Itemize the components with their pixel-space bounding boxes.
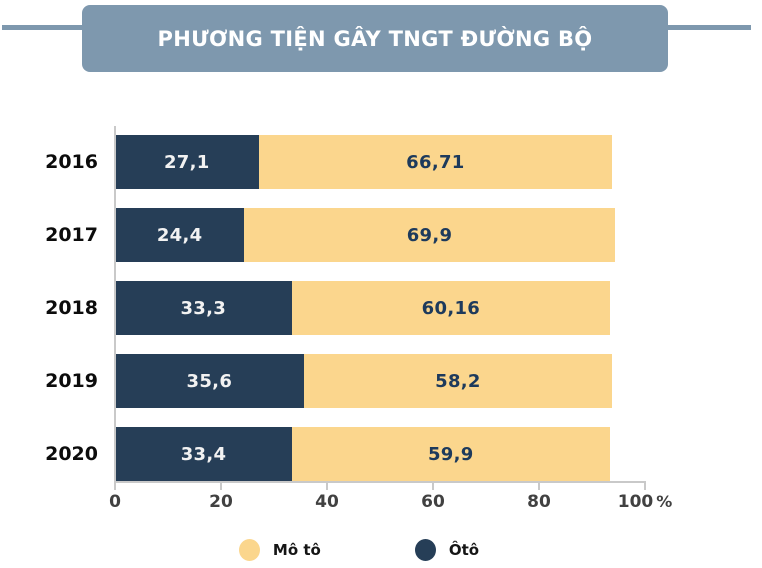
bar-segment-oto: 24,4 <box>115 208 245 262</box>
legend-item-oto: Ôtô <box>414 539 480 561</box>
x-axis-tick <box>326 481 328 490</box>
y-axis-line <box>114 126 116 482</box>
bar-value-label: 59,9 <box>427 443 474 465</box>
bar-row: 2020 33,4 59,9 <box>0 427 762 481</box>
year-label: 2019 <box>45 370 98 392</box>
bar-value-label: 35,6 <box>186 370 233 392</box>
x-axis-tick-label: 80 <box>527 492 551 512</box>
bar-segment-oto: 27,1 <box>115 135 259 189</box>
bar-value-label: 33,4 <box>180 443 227 465</box>
bar-segment-moto: 66,71 <box>258 135 613 189</box>
x-axis-tick <box>220 481 222 490</box>
legend-swatch-oto-icon <box>414 539 436 561</box>
x-axis-tick-label: 0 <box>109 492 121 512</box>
chart-title: PHƯƠNG TIỆN GÂY TNGT ĐƯỜNG BỘ <box>157 26 593 51</box>
title-banner: PHƯƠNG TIỆN GÂY TNGT ĐƯỜNG BỘ <box>82 5 668 72</box>
year-label: 2017 <box>45 224 98 246</box>
bar-value-label: 24,4 <box>156 224 203 246</box>
x-axis-tick-label: 100% <box>617 492 673 512</box>
legend: Mô tô Ôtô <box>0 539 740 561</box>
x-axis-unit: % <box>656 492 673 511</box>
bar-value-label: 58,2 <box>435 370 481 392</box>
x-axis-tick-label: 20 <box>209 492 233 512</box>
x-axis-tick-label: 40 <box>315 492 339 512</box>
bar-value-label: 33,3 <box>180 297 227 319</box>
legend-item-moto: Mô tô <box>238 539 321 561</box>
legend-label-oto: Ôtô <box>448 541 480 559</box>
x-axis-line <box>114 481 645 483</box>
legend-label-moto: Mô tô <box>272 541 321 559</box>
header-rule-right <box>667 25 751 30</box>
bar-segment-moto: 60,16 <box>291 281 611 335</box>
bar-segment-moto: 59,9 <box>292 427 610 481</box>
year-label: 2020 <box>45 443 98 465</box>
bar-row: 2017 24,4 69,9 <box>0 208 762 262</box>
bar-rows: 2016 27,1 66,71 2017 24,4 69,9 2018 33,3 60,16 20… <box>0 135 762 500</box>
bar-value-label: 27,1 <box>163 151 210 173</box>
bar-segment-oto: 33,3 <box>115 281 292 335</box>
year-label: 2016 <box>45 151 98 173</box>
x-axis-tick <box>432 481 434 490</box>
x-axis-tick <box>644 481 646 490</box>
bar-segment-moto: 69,9 <box>244 208 615 262</box>
bar-value-label: 69,9 <box>406 224 453 246</box>
header-rule-left <box>2 25 82 30</box>
x-axis-tick <box>114 481 116 490</box>
bar-segment-oto: 35,6 <box>115 354 304 408</box>
legend-swatch-moto-icon <box>238 539 260 561</box>
bar-value-label: 60,16 <box>421 297 481 319</box>
x-axis-tick-label: 60 <box>421 492 445 512</box>
bar-row: 2018 33,3 60,16 <box>0 281 762 335</box>
bar-segment-moto: 58,2 <box>303 354 613 408</box>
bar-row: 2019 35,6 58,2 <box>0 354 762 408</box>
bar-segment-oto: 33,4 <box>115 427 292 481</box>
bar-value-label: 66,71 <box>406 151 465 173</box>
year-label: 2018 <box>45 297 98 319</box>
x-axis-tick <box>538 481 540 490</box>
bar-row: 2016 27,1 66,71 <box>0 135 762 189</box>
